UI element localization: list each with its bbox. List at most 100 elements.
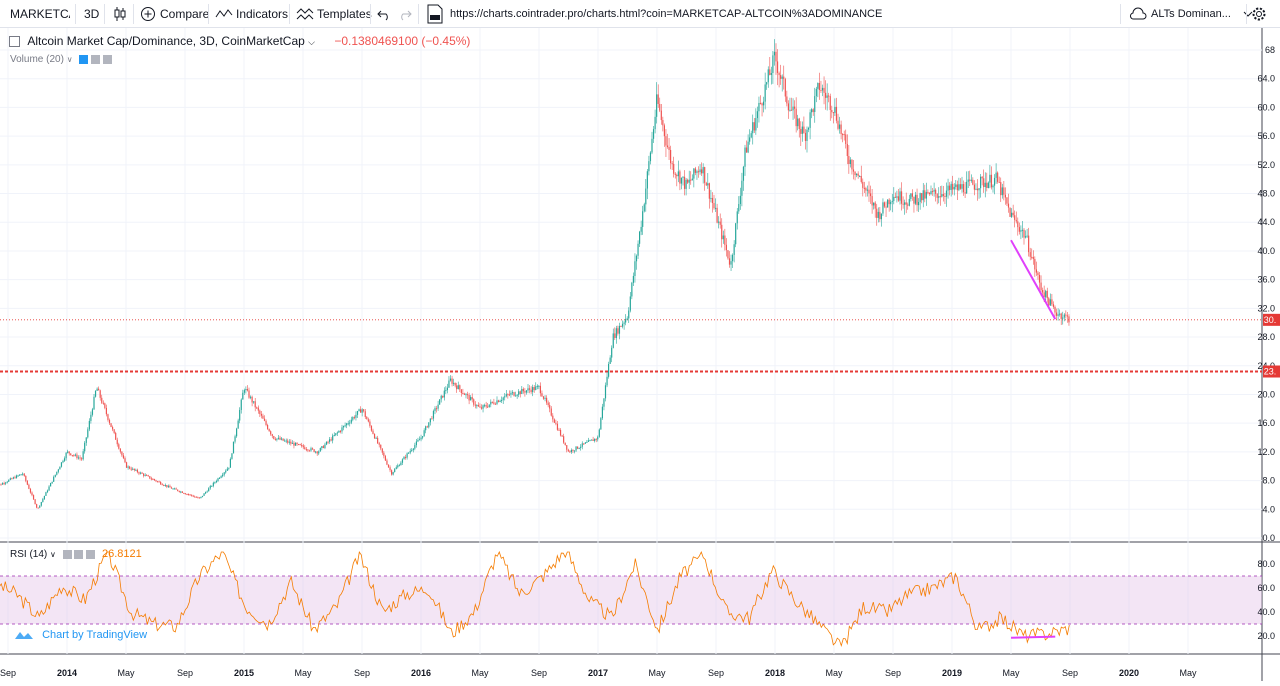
candle: [110, 423, 111, 427]
candle: [135, 470, 136, 471]
candle: [611, 348, 612, 358]
eye-icon[interactable]: [79, 55, 88, 64]
candle: [467, 394, 468, 395]
eye-icon[interactable]: [63, 550, 72, 559]
candle: [723, 236, 724, 240]
price-scale-label: 52.0: [1257, 160, 1275, 170]
candle: [675, 174, 676, 175]
candle: [884, 202, 885, 206]
candle: [577, 447, 578, 449]
candle: [813, 109, 814, 112]
rsi-scale-label: 20.0: [1257, 631, 1275, 641]
redo-button[interactable]: [398, 0, 412, 27]
cloud-icon: [1129, 7, 1147, 21]
candle: [1005, 195, 1006, 198]
candle: [399, 465, 400, 466]
compare-plus-icon: [140, 6, 156, 22]
candle: [796, 109, 797, 126]
chevron-down-icon[interactable]: ∨: [67, 55, 73, 64]
candle: [822, 88, 823, 91]
candle: [166, 485, 167, 487]
collapse-icon[interactable]: [9, 36, 20, 47]
candle: [39, 506, 40, 508]
templates-button[interactable]: Templates: [296, 0, 372, 27]
close-icon[interactable]: [103, 55, 112, 64]
candle: [106, 408, 107, 414]
candle: [670, 150, 671, 163]
rsi-scale-label: 80.0: [1257, 559, 1275, 569]
candle: [427, 426, 428, 427]
candle: [848, 156, 849, 164]
candle: [58, 469, 59, 471]
close-icon[interactable]: [86, 550, 95, 559]
candle: [492, 402, 493, 403]
candle: [413, 449, 414, 450]
compare-button[interactable]: Compare: [140, 0, 209, 27]
undo-button[interactable]: [377, 0, 391, 27]
candle: [315, 452, 316, 453]
candle: [290, 442, 291, 444]
candle: [624, 322, 625, 323]
candle: [637, 244, 638, 256]
candle: [1000, 182, 1001, 195]
candle: [690, 180, 691, 181]
interval-button[interactable]: 3D: [84, 0, 99, 27]
url-link[interactable]: https://charts.cointrader.pro/charts.htm…: [426, 0, 882, 27]
candle: [947, 186, 948, 191]
candle: [186, 494, 187, 495]
symbol-search[interactable]: MARKETCAF: [10, 0, 70, 27]
candle: [906, 202, 907, 204]
tradingview-logo-icon: [14, 629, 34, 641]
settings-icon[interactable]: [74, 550, 83, 559]
candle: [219, 478, 220, 479]
candle: [255, 401, 256, 407]
rsi-scale-label: 60.0: [1257, 583, 1275, 593]
settings-button[interactable]: [1251, 0, 1267, 27]
chart-style-button[interactable]: [113, 0, 127, 27]
candle: [706, 183, 707, 185]
candle: [707, 183, 708, 185]
candle: [56, 472, 57, 475]
candle: [651, 139, 652, 153]
candle: [478, 405, 479, 406]
candle: [899, 191, 900, 200]
candle: [735, 223, 736, 244]
watermark[interactable]: Chart by TradingView: [14, 629, 147, 641]
candle: [853, 169, 854, 171]
chart-svg[interactable]: 6864.060.056.052.048.044.040.036.032.028…: [0, 28, 1280, 681]
candle: [104, 403, 105, 408]
main-legend: Altcoin Market Cap/Dominance, 3D, CoinMa…: [9, 34, 470, 48]
chevron-down-icon[interactable]: ∨: [50, 550, 56, 559]
candle: [332, 436, 333, 441]
candle: [217, 478, 218, 481]
candle: [383, 453, 384, 456]
candle: [988, 183, 989, 188]
candle: [371, 426, 372, 431]
candle: [754, 122, 755, 130]
settings-icon[interactable]: [91, 55, 100, 64]
candle: [876, 209, 877, 218]
candle: [546, 398, 547, 403]
candle: [321, 446, 322, 448]
candle: [529, 388, 530, 389]
candle: [868, 190, 869, 194]
candle: [585, 442, 586, 443]
candle: [281, 439, 282, 440]
candle: [13, 477, 14, 478]
indicators-button[interactable]: Indicators: [215, 0, 288, 27]
candle: [1053, 304, 1054, 307]
price-scale-label: 32.0: [1257, 303, 1275, 313]
candle: [664, 125, 665, 136]
chevron-down-icon[interactable]: ⌵: [308, 37, 315, 47]
divider: [104, 4, 105, 24]
candle: [1047, 291, 1048, 298]
candle: [258, 408, 259, 411]
templates-icon: [296, 6, 314, 22]
candle: [458, 385, 459, 389]
candle: [93, 397, 94, 410]
candles-group: [0, 39, 1070, 508]
price-scale-label: 20.0: [1257, 389, 1275, 399]
watchlist-dropdown[interactable]: ALTs Dominan...: [1129, 0, 1253, 27]
candle: [259, 411, 260, 414]
